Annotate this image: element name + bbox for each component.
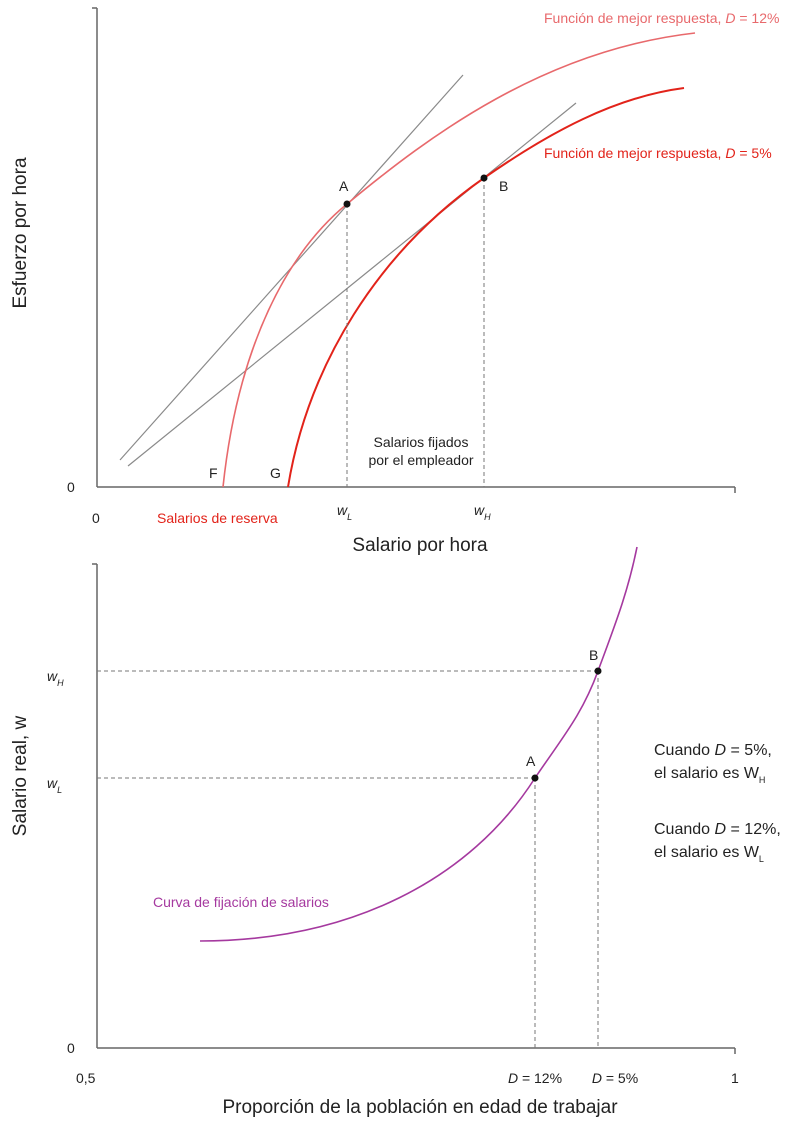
wage-low-label: wL [337, 502, 352, 522]
top-x-axis-title: Salario por hora [352, 535, 488, 556]
tick-d5-label: D = 5% [592, 1070, 638, 1086]
note-d5-line2: el salario es WH [654, 765, 765, 785]
reservation-wages-label: Salarios de reserva [157, 510, 278, 526]
point-g-label: G [270, 465, 281, 481]
x-min-label: 0,5 [76, 1070, 96, 1086]
point-b-label: B [499, 178, 508, 194]
curve-12-label: Función de mejor respuesta, D = 12% [544, 10, 779, 26]
note-d5-line1: Cuando D = 5%, [654, 742, 772, 759]
best-response-curve-12 [222, 32, 696, 488]
bottom-x-axis-title: Proporción de la población en edad de tr… [222, 1097, 618, 1118]
point-a-marker [531, 774, 539, 782]
x-max-label: 1 [731, 1070, 739, 1086]
point-b-marker [594, 667, 602, 675]
curve-5-label: Función de mejor respuesta, D = 5% [544, 145, 772, 161]
bottom-y-origin: 0 [67, 1040, 75, 1056]
point-a-marker [343, 200, 351, 208]
wage-high-label: wH [47, 668, 64, 688]
employer-wages-line2: por el empleador [368, 452, 473, 468]
wage-low-label: wL [47, 775, 62, 795]
wage-setting-curve [199, 546, 638, 942]
best-response-curve-5 [287, 87, 685, 488]
top-chart: A B F G Función de mejor respuesta, D = … [10, 7, 779, 556]
tick-d12-label: D = 12% [508, 1070, 562, 1086]
top-x-origin: 0 [92, 510, 100, 526]
isocost-line-flat [127, 102, 577, 467]
wage-setting-curve-label: Curva de fijación de salarios [153, 894, 329, 910]
point-b-marker [480, 174, 488, 182]
note-d12-line2: el salario es WL [654, 844, 764, 864]
point-f-label: F [209, 465, 218, 481]
top-y-axis-title: Esfuerzo por hora [10, 157, 31, 308]
point-a-label: A [339, 178, 349, 194]
wage-high-label: wH [474, 502, 491, 522]
top-y-origin: 0 [67, 479, 75, 495]
point-b-label: B [589, 647, 598, 663]
point-a-label: A [526, 753, 536, 769]
bottom-y-axis-title: Salario real, w [10, 716, 31, 837]
bottom-chart: A B Curva de fijación de salarios wH wL … [10, 546, 781, 1118]
note-d12-line1: Cuando D = 12%, [654, 821, 781, 838]
employer-wages-line1: Salarios fijados [374, 434, 469, 450]
